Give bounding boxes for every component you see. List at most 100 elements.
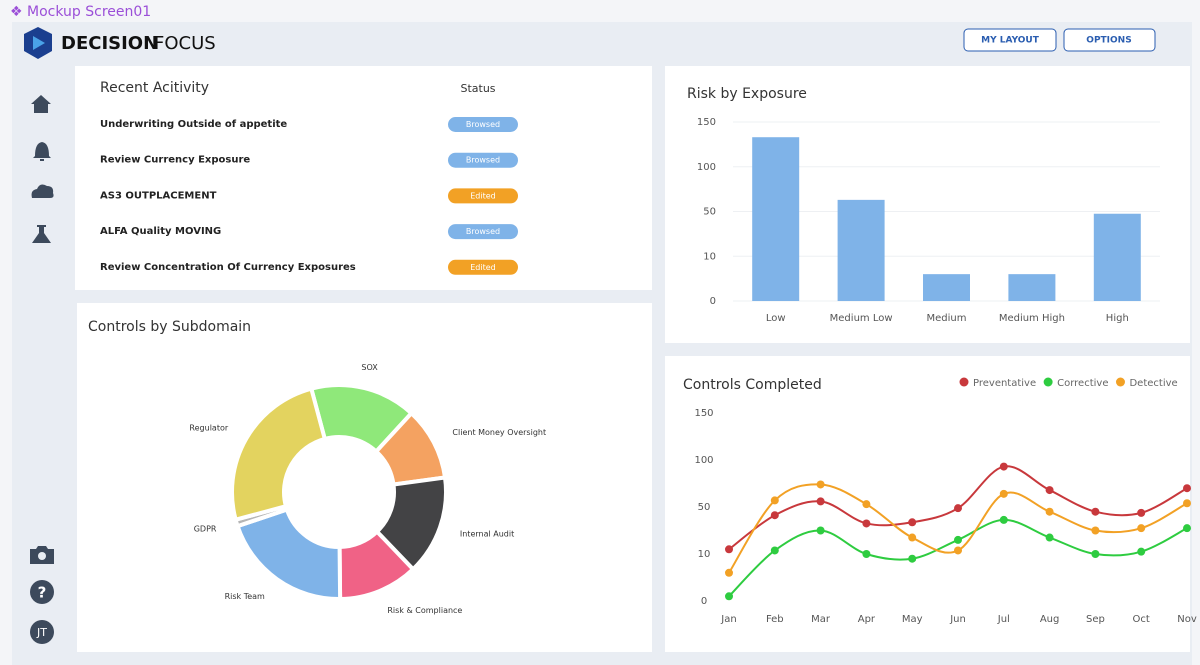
point <box>1183 484 1191 493</box>
point <box>1091 526 1100 535</box>
x-tick-label: Medium High <box>999 313 1065 324</box>
status-label: Edited <box>470 263 496 272</box>
point <box>1045 507 1054 516</box>
button-label[interactable]: OPTIONS <box>1086 36 1131 46</box>
help-icon[interactable] <box>30 580 54 604</box>
home-icon[interactable] <box>31 95 51 113</box>
y-tick-label: 150 <box>697 117 716 128</box>
options-button[interactable]: OPTIONS <box>1063 28 1156 52</box>
donut-slice <box>230 386 328 523</box>
activity-title: Recent Acitivity <box>100 80 209 96</box>
slice-label: Client Money Oversight <box>452 428 546 437</box>
point <box>1183 499 1191 508</box>
x-tick-label: Oct <box>1133 614 1150 625</box>
point <box>954 535 962 544</box>
my-layout-button[interactable]: MY LAYOUT <box>963 28 1057 52</box>
point <box>816 526 825 535</box>
x-tick-label: High <box>1106 313 1129 324</box>
cloud-icon[interactable] <box>31 184 54 198</box>
legend-marker <box>1115 377 1125 387</box>
avatar[interactable] <box>30 620 54 644</box>
status-label: Browsed <box>466 156 500 165</box>
legend-marker <box>1043 377 1053 387</box>
x-tick-label: Aug <box>1040 614 1060 625</box>
bar <box>837 199 885 301</box>
activity-name: Review Currency Exposure <box>100 155 250 166</box>
point <box>1045 533 1054 542</box>
activity-name: Underwriting Outside of appetite <box>100 119 287 130</box>
point <box>999 462 1008 471</box>
point <box>725 592 733 601</box>
bar <box>1093 213 1141 301</box>
activity-panel <box>75 66 652 290</box>
point <box>954 504 962 513</box>
y-tick-label: 150 <box>694 408 713 419</box>
point <box>770 511 779 520</box>
completed-panel <box>665 356 1190 652</box>
y-tick-label: 10 <box>703 251 716 262</box>
button-label[interactable]: MY LAYOUT <box>981 36 1040 46</box>
x-tick-label: Nov <box>1177 614 1197 625</box>
point <box>908 518 917 527</box>
point <box>862 519 871 528</box>
button-frame[interactable] <box>1063 28 1156 52</box>
point <box>908 533 917 542</box>
point <box>908 554 917 563</box>
chart-title: Controls by Subdomain <box>88 319 251 335</box>
point <box>1045 486 1054 495</box>
brand-light: FOCUS <box>154 33 216 54</box>
slice-label: GDPR <box>194 524 217 533</box>
y-tick-label: 50 <box>698 502 711 513</box>
point <box>725 568 733 577</box>
status-label: Browsed <box>466 227 500 236</box>
x-tick-label: Jun <box>949 614 966 625</box>
activity-name: ALFA Quality MOVING <box>100 226 221 237</box>
point <box>1137 547 1146 556</box>
x-tick-label: Sep <box>1086 614 1105 625</box>
sidebar: ? <box>30 95 54 644</box>
x-tick-label: Feb <box>766 614 784 625</box>
point <box>816 480 825 489</box>
slice-label: Risk Team <box>225 592 265 601</box>
status-pill <box>448 117 518 132</box>
point <box>1137 508 1146 517</box>
x-tick-label: Jan <box>720 614 736 625</box>
point <box>999 515 1008 524</box>
x-tick-label: Apr <box>858 614 876 625</box>
point <box>999 489 1008 498</box>
activity-name: AS3 OUTPLACEMENT <box>100 190 217 201</box>
point <box>1091 550 1100 558</box>
y-tick-label: 0 <box>701 596 707 607</box>
point <box>1137 524 1146 533</box>
point <box>816 497 825 506</box>
bar <box>752 137 800 301</box>
user-initials: JT <box>36 626 47 639</box>
slice-label: Risk & Compliance <box>387 606 462 615</box>
x-tick-label: May <box>902 614 923 625</box>
point <box>725 545 733 554</box>
bell-icon[interactable] <box>33 142 51 161</box>
point <box>1183 524 1191 533</box>
subdomain-panel <box>77 303 652 652</box>
status-header: Status <box>460 82 495 95</box>
point <box>862 500 871 509</box>
x-tick-label: Low <box>766 313 786 324</box>
legend-label: Preventative <box>973 378 1036 389</box>
bar <box>1008 274 1056 301</box>
chart-title: Controls Completed <box>683 377 822 393</box>
button-frame[interactable] <box>963 28 1057 52</box>
legend-label: Detective <box>1129 378 1177 389</box>
logo <box>24 27 52 59</box>
x-tick-label: Mar <box>811 614 831 625</box>
frame-label: ❖ Mockup Screen01 <box>10 4 151 20</box>
y-tick-label: 10 <box>698 549 711 560</box>
status-pill <box>448 152 518 168</box>
x-tick-label: Medium <box>927 313 967 324</box>
activity-name: Review Concentration Of Currency Exposur… <box>100 262 356 273</box>
status-label: Browsed <box>466 120 500 129</box>
flask-icon[interactable] <box>32 225 51 243</box>
x-tick-label: Jul <box>997 614 1010 625</box>
svg-text:?: ? <box>38 584 47 602</box>
